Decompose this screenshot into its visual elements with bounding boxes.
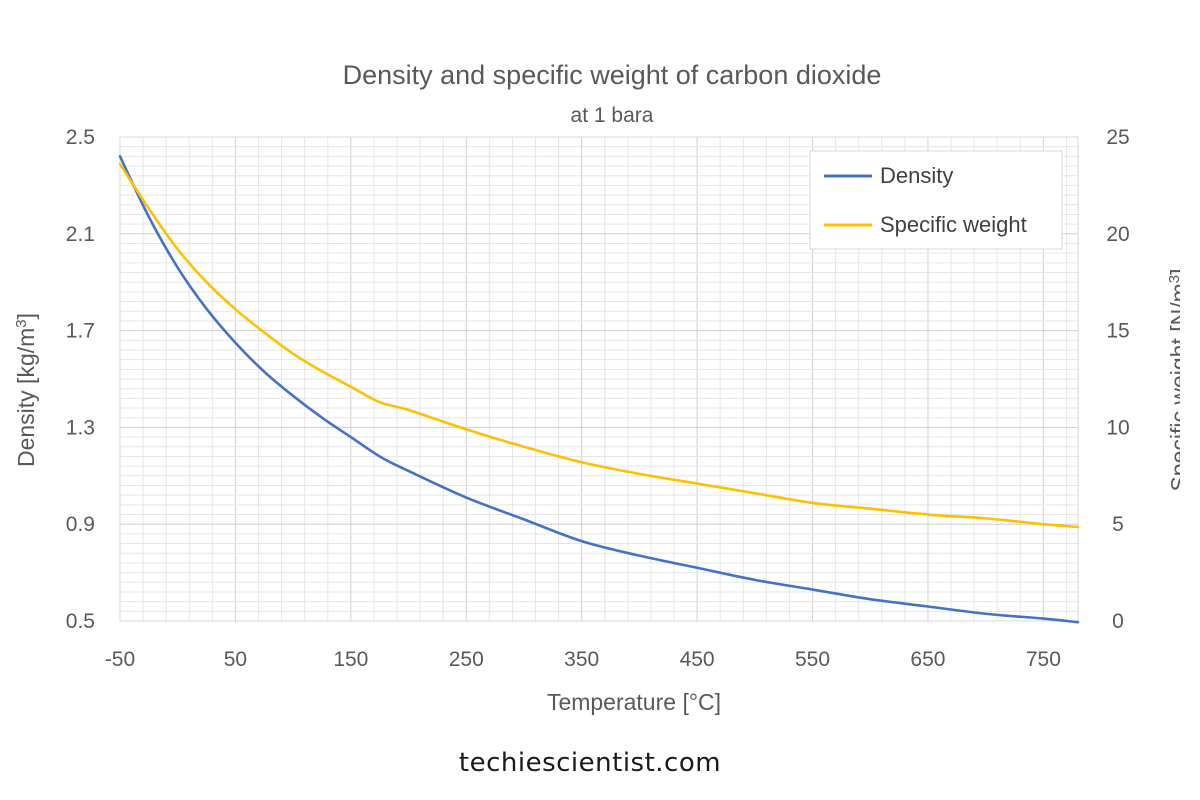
series-lines	[118, 155, 1080, 624]
chart: Density and specific weight of carbon di…	[13, 60, 1180, 715]
legend-box	[809, 150, 1063, 250]
y-right-axis-label-end: ]	[1166, 268, 1180, 274]
y-right-tick-label: 0	[1112, 610, 1124, 633]
y-left-axis-label: Density [kg/m3]	[13, 313, 39, 467]
x-tick-label: 450	[680, 648, 715, 671]
y-left-axis-label-sup: 3	[13, 319, 30, 327]
legend-label-density: Density	[880, 163, 953, 188]
x-tick-label: 350	[564, 648, 599, 671]
y-left-axis-label-base: Density [kg/m	[13, 328, 39, 467]
x-tick-label: 750	[1026, 648, 1061, 671]
site-watermark: techiescientist.com	[458, 748, 722, 778]
x-tick-label: -50	[105, 648, 135, 671]
legend-label-specific-weight: Specific weight	[880, 212, 1027, 237]
x-axis-label: Temperature [°C]	[547, 689, 721, 715]
x-tick-labels: -50 50 150 250 350 450 550 650 750	[105, 648, 1061, 671]
grid	[120, 137, 1078, 621]
chart-subtitle: at 1 bara	[571, 104, 654, 127]
x-tick-label: 550	[795, 648, 830, 671]
x-tick-label: 150	[333, 648, 368, 671]
y-right-tick-label: 25	[1106, 126, 1129, 149]
x-tick-label: 50	[224, 648, 247, 671]
y-left-tick-label: 0.9	[66, 513, 95, 536]
y-left-tick-label: 2.5	[66, 126, 95, 149]
x-tick-label: 650	[910, 648, 945, 671]
y-right-tick-labels: 0 5 10 15 20 25	[1106, 126, 1129, 633]
y-right-tick-label: 15	[1106, 320, 1129, 343]
y-right-axis-label-sup: 3	[1166, 275, 1180, 283]
y-right-tick-label: 5	[1112, 513, 1124, 536]
chart-title: Density and specific weight of carbon di…	[343, 60, 882, 90]
legend: Density Specific weight	[809, 150, 1063, 250]
series-line-specific-weight	[118, 162, 1080, 529]
x-tick-label: 250	[449, 648, 484, 671]
y-left-tick-label: 1.7	[66, 320, 95, 343]
y-right-tick-label: 20	[1106, 223, 1129, 246]
y-right-axis-label-base: Specific weight [N/m	[1166, 283, 1180, 491]
y-left-tick-label: 0.5	[66, 610, 95, 633]
y-left-tick-labels: 0.5 0.9 1.3 1.7 2.1 2.5	[66, 126, 95, 633]
y-left-tick-label: 2.1	[66, 223, 95, 246]
series-line-density	[118, 155, 1080, 624]
y-right-axis-label: Specific weight [N/m3]	[1166, 268, 1180, 491]
y-left-axis-label-end: ]	[13, 313, 39, 319]
y-left-tick-label: 1.3	[66, 416, 95, 439]
plot-area	[119, 136, 1079, 622]
y-right-tick-label: 10	[1106, 416, 1129, 439]
